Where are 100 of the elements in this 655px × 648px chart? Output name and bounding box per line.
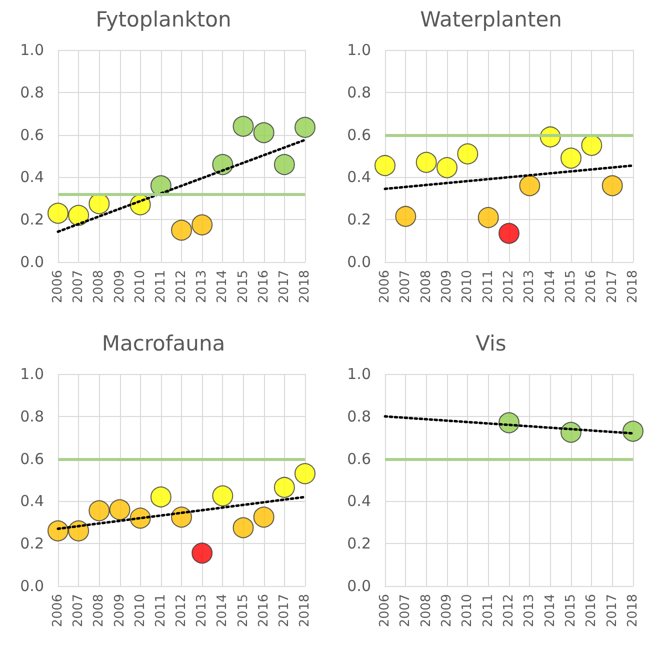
y-tick-label: 0.0	[20, 253, 44, 271]
x-tick-label: 2017	[604, 594, 620, 628]
y-tick-label: 0.2	[20, 210, 44, 229]
chart-title: Vis	[476, 332, 506, 356]
x-tick-label: 2008	[418, 594, 434, 628]
x-tick-label: 2018	[626, 594, 640, 628]
y-tick-label: 0.4	[347, 492, 371, 510]
point	[274, 154, 295, 175]
y-tick-label: 0.0	[20, 577, 44, 595]
x-tick-label: 2009	[440, 270, 454, 304]
x-tick-label: 2010	[132, 270, 148, 304]
y-tick-label: 1.0	[347, 41, 371, 59]
point	[395, 206, 416, 227]
chart-title: Fytoplankton	[96, 8, 232, 32]
x-tick-label: 2017	[276, 594, 292, 628]
x-tick-label: 2011	[480, 270, 496, 304]
x-tick-label: 2015	[564, 270, 578, 304]
x-tick-label: 2008	[92, 270, 107, 304]
y-tick-label: 0.4	[20, 168, 44, 186]
point	[253, 506, 274, 528]
x-tick-label: 2007	[398, 270, 414, 304]
point	[88, 500, 110, 522]
x-tick-label: 2016	[584, 270, 600, 304]
x-tick-label: 2016	[256, 270, 272, 304]
y-tick-label: 0.4	[20, 492, 44, 510]
x-tick-label: 2006	[50, 594, 66, 628]
x-tick-label: 2012	[502, 270, 516, 304]
y-tick-label: 0.6	[20, 450, 44, 468]
point	[109, 499, 130, 520]
point	[294, 116, 316, 138]
x-tick-label: 2018	[626, 270, 640, 304]
x-tick-label: 2008	[92, 594, 107, 628]
x-tick-label: 2013	[194, 270, 210, 304]
x-tick-label: 2006	[50, 270, 66, 304]
x-tick-label: 2018	[298, 270, 312, 304]
x-tick-label: 2018	[298, 594, 312, 628]
x-tick-label: 2015	[564, 594, 578, 628]
x-tick-label: 2011	[153, 594, 168, 628]
x-tick-label: 2014	[542, 594, 558, 628]
point	[622, 420, 644, 442]
x-tick-label: 2007	[71, 270, 86, 304]
point	[212, 485, 234, 506]
point	[171, 220, 192, 241]
x-tick-label: 2014	[215, 270, 230, 304]
point	[192, 214, 213, 236]
point	[68, 204, 90, 226]
point	[602, 175, 623, 196]
y-tick-label: 1.0	[347, 365, 371, 383]
x-tick-label: 2016	[584, 594, 600, 628]
x-tick-label: 2007	[71, 594, 86, 628]
point	[48, 520, 68, 542]
point	[478, 206, 499, 228]
y-tick-label: 0.8	[347, 83, 371, 102]
y-tick-label: 0.6	[20, 126, 44, 144]
x-tick-label: 2010	[132, 594, 148, 628]
point	[48, 202, 68, 224]
x-tick-label: 2017	[276, 270, 292, 304]
point	[457, 143, 478, 164]
x-tick-label: 2010	[460, 270, 476, 304]
point	[253, 122, 274, 144]
point	[560, 148, 582, 169]
point	[498, 222, 520, 244]
x-tick-label: 2013	[522, 270, 538, 304]
y-tick-label: 0.8	[347, 407, 371, 426]
x-tick-label: 2009	[112, 594, 128, 628]
x-tick-label: 2012	[174, 594, 189, 628]
y-tick-label: 0.0	[347, 577, 371, 595]
point	[150, 486, 172, 508]
x-tick-label: 2013	[194, 594, 210, 628]
x-tick-label: 2011	[153, 270, 168, 304]
y-tick-label: 0.2	[347, 210, 371, 229]
y-tick-label: 0.8	[20, 407, 44, 426]
point	[294, 463, 316, 484]
x-tick-label: 2012	[174, 270, 189, 304]
x-tick-label: 2014	[215, 594, 230, 628]
x-tick-label: 2007	[398, 594, 414, 628]
y-tick-label: 0.2	[20, 534, 44, 553]
point	[519, 175, 540, 196]
x-tick-label: 2008	[418, 270, 434, 304]
x-tick-label: 2011	[480, 594, 496, 628]
chart-title: Macrofauna	[102, 332, 226, 356]
x-tick-label: 2016	[256, 594, 272, 628]
point	[374, 155, 396, 176]
point	[232, 517, 254, 538]
x-tick-label: 2009	[440, 594, 454, 628]
point	[416, 152, 437, 173]
x-tick-label: 2006	[378, 270, 392, 304]
y-tick-label: 0.6	[347, 450, 371, 468]
y-tick-label: 0.6	[347, 126, 371, 144]
y-tick-label: 1.0	[20, 41, 44, 59]
x-tick-label: 2013	[522, 594, 538, 628]
y-tick-label: 0.8	[20, 83, 44, 102]
y-tick-label: 0.2	[347, 534, 371, 553]
x-tick-label: 2009	[112, 270, 128, 304]
y-tick-label: 1.0	[20, 365, 44, 383]
point	[274, 476, 295, 498]
x-tick-label: 2012	[502, 594, 516, 628]
point	[436, 157, 458, 178]
y-tick-label: 0.4	[347, 168, 371, 186]
chart-title: Waterplanten	[420, 8, 562, 32]
